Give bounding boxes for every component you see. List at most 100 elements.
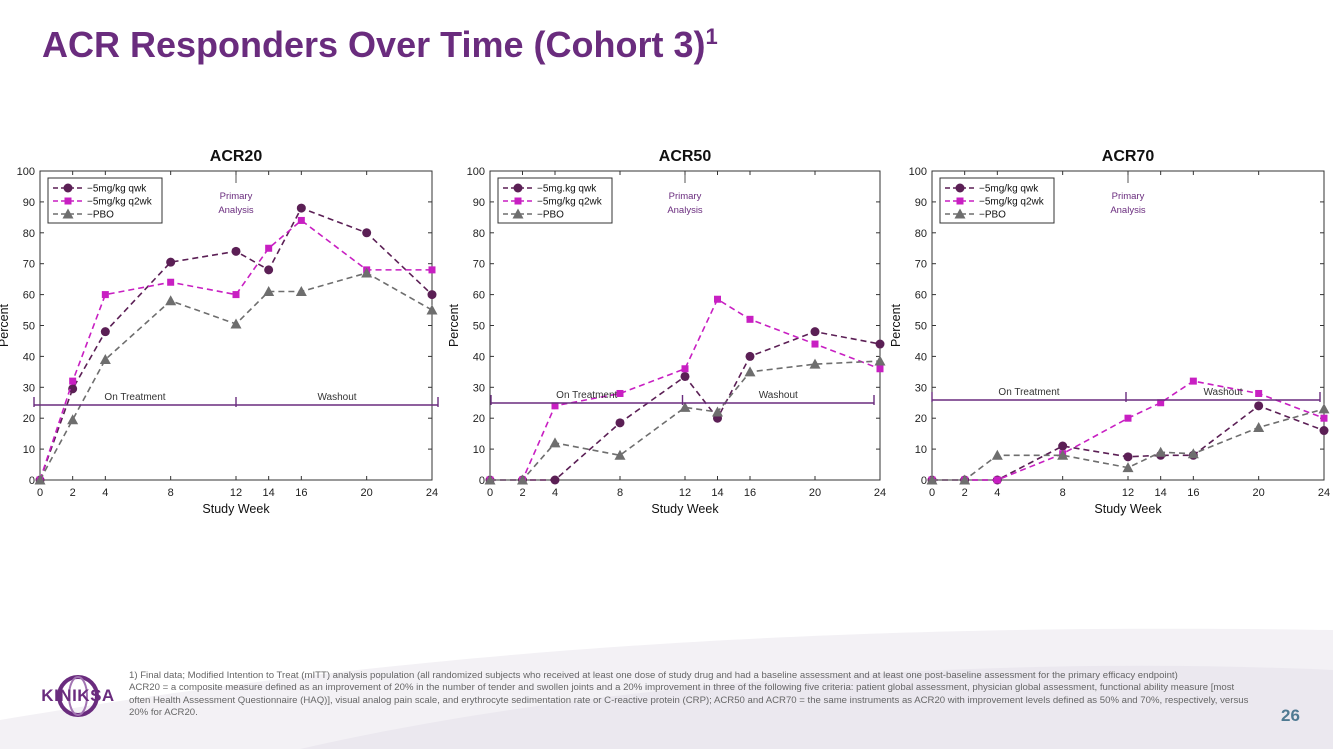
data-point	[295, 286, 307, 297]
data-point	[549, 437, 561, 448]
y-tick-label: 50	[473, 321, 485, 333]
y-tick-label: 10	[915, 444, 927, 456]
legend-label: −5mg/kg qwk	[979, 184, 1039, 195]
data-point	[297, 216, 305, 224]
y-tick-label: 30	[23, 382, 35, 394]
data-point	[712, 406, 723, 417]
footnote-1: 1) Final data; Modified Intention to Tre…	[129, 670, 1178, 681]
data-point	[361, 267, 373, 278]
legend-label: −PBO	[87, 210, 114, 221]
data-point	[874, 355, 886, 366]
x-tick-label: 14	[711, 487, 723, 499]
legend-marker	[956, 197, 964, 205]
data-point	[1253, 421, 1265, 432]
data-point	[165, 295, 177, 306]
page-number: 26	[1281, 706, 1300, 725]
legend-label: −5mg/kg qwk	[87, 184, 147, 195]
x-tick-label: 12	[230, 487, 242, 499]
data-point	[484, 474, 496, 485]
x-tick-label: 16	[744, 487, 756, 499]
chart-title: ACR50	[659, 148, 712, 165]
y-tick-label: 80	[23, 228, 35, 240]
y-tick-label: 70	[473, 259, 485, 271]
y-tick-label: 40	[473, 351, 485, 363]
x-tick-label: 24	[874, 487, 886, 499]
y-tick-label: 90	[23, 197, 35, 209]
legend-label: −PBO	[537, 210, 564, 221]
legend-label: −PBO	[979, 210, 1006, 221]
annotation-text: Analysis	[1110, 205, 1146, 216]
data-point	[681, 365, 689, 373]
data-point	[991, 449, 1003, 460]
data-point	[167, 278, 175, 286]
data-point	[810, 327, 820, 337]
y-axis-label: Percent	[0, 303, 11, 347]
data-point	[1187, 448, 1199, 459]
slide-title-text: ACR Responders Over Time (Cohort 3)	[42, 24, 706, 65]
data-point	[1123, 452, 1133, 462]
legend-marker	[513, 183, 523, 193]
data-point	[362, 228, 372, 238]
data-point	[231, 246, 241, 256]
phase-label-washout: Washout	[317, 392, 356, 403]
phase-label-washout: Washout	[1203, 387, 1242, 398]
footnote-2: ACR20 = a composite measure defined as a…	[129, 682, 1249, 719]
y-tick-label: 0	[921, 475, 927, 487]
y-tick-label: 100	[909, 166, 927, 178]
data-point	[428, 266, 436, 274]
data-point	[811, 340, 819, 348]
annotation-text: Primary	[669, 191, 702, 202]
data-point	[67, 414, 79, 425]
footnotes: 1) Final data; Modified Intention to Tre…	[129, 670, 1249, 720]
series-line-3	[39, 272, 433, 481]
chart-title: ACR70	[1102, 148, 1155, 165]
x-axis-label: Study Week	[651, 502, 719, 516]
y-tick-label: 40	[915, 351, 927, 363]
y-tick-label: 0	[29, 475, 35, 487]
y-tick-label: 80	[915, 228, 927, 240]
y-tick-label: 20	[915, 413, 927, 425]
data-point	[1058, 441, 1068, 451]
y-tick-label: 60	[23, 290, 35, 302]
annotation-text: Analysis	[218, 205, 254, 216]
data-point	[101, 291, 109, 299]
annotation-text: Primary	[220, 191, 253, 202]
y-tick-label: 50	[23, 321, 35, 333]
data-point	[959, 474, 971, 485]
data-point	[1122, 462, 1134, 473]
data-point	[34, 474, 46, 485]
legend-marker	[954, 208, 966, 219]
x-tick-label: 2	[962, 487, 968, 499]
data-point	[615, 418, 625, 428]
x-tick-label: 14	[1155, 487, 1167, 499]
x-tick-label: 16	[1187, 487, 1199, 499]
x-tick-label: 8	[168, 487, 174, 499]
legend-label: −5mg/kg q2wk	[537, 197, 603, 208]
data-point	[68, 384, 78, 394]
data-point	[166, 257, 176, 267]
decorative-swoosh	[0, 628, 1333, 749]
y-tick-label: 30	[915, 382, 927, 394]
data-point	[714, 295, 721, 303]
series-line-2	[490, 298, 881, 481]
series-line-2	[39, 219, 432, 481]
data-point	[1318, 403, 1330, 414]
y-tick-label: 100	[17, 166, 35, 178]
data-point	[232, 291, 240, 299]
slide-title-footnote-ref: 1	[705, 24, 718, 49]
data-point	[616, 389, 624, 397]
phase-label-on-treatment: On Treatment	[998, 387, 1059, 398]
data-point	[517, 474, 528, 485]
x-tick-label: 24	[1318, 487, 1330, 499]
data-point	[1157, 399, 1165, 407]
phase-label-washout: Washout	[759, 390, 798, 401]
data-point	[1124, 414, 1132, 422]
x-tick-label: 20	[1253, 487, 1265, 499]
y-tick-label: 70	[23, 259, 35, 271]
legend-marker	[512, 208, 524, 219]
data-point	[1155, 446, 1167, 457]
x-tick-label: 4	[994, 487, 1000, 499]
y-tick-label: 90	[473, 197, 485, 209]
